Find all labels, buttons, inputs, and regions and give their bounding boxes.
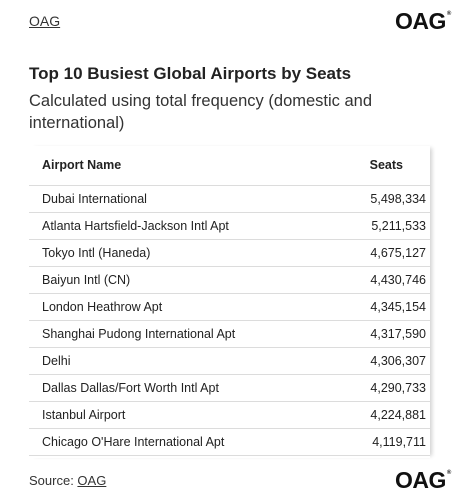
airport-name-cell: London Heathrow Apt xyxy=(42,300,163,314)
airport-name-cell: Atlanta Hartsfield-Jackson Intl Apt xyxy=(42,219,229,233)
seats-cell: 4,675,127 xyxy=(370,246,426,260)
table-body: Dubai International 5,498,334 Atlanta Ha… xyxy=(29,186,430,456)
table-row: Delhi 4,306,307 xyxy=(29,348,430,375)
seats-cell: 4,224,881 xyxy=(370,408,426,422)
source-note: Source: OAG xyxy=(29,473,106,488)
registered-mark: ® xyxy=(446,11,451,17)
table-row: Dallas Dallas/Fort Worth Intl Apt 4,290,… xyxy=(29,375,430,402)
table-row: Dubai International 5,498,334 xyxy=(29,186,430,213)
column-header-seats: Seats xyxy=(369,158,403,172)
table-row: Chicago O'Hare International Apt 4,119,7… xyxy=(29,429,430,456)
chart-subtitle: Calculated using total frequency (domest… xyxy=(29,92,373,132)
seats-cell: 5,211,533 xyxy=(371,219,426,233)
registered-mark-footer: ® xyxy=(446,470,451,476)
table-row: Baiyun Intl (CN) 4,430,746 xyxy=(29,267,430,294)
source-oag-link[interactable]: OAG xyxy=(77,473,107,488)
table-row: Istanbul Airport 4,224,881 xyxy=(29,402,430,429)
airport-name-cell: Dallas Dallas/Fort Worth Intl Apt xyxy=(42,381,219,395)
airport-name-cell: Tokyo Intl (Haneda) xyxy=(42,246,151,260)
seats-cell: 4,290,733 xyxy=(370,381,426,395)
airport-name-cell: Baiyun Intl (CN) xyxy=(42,273,131,287)
column-header-airport-name: Airport Name xyxy=(42,158,122,172)
table-header: Airport Name Seats xyxy=(29,146,430,186)
oag-link[interactable]: OAG xyxy=(29,13,61,29)
table-row: Atlanta Hartsfield-Jackson Intl Apt 5,21… xyxy=(29,213,430,240)
airport-name-cell: Chicago O'Hare International Apt xyxy=(42,435,225,449)
seats-cell: 4,345,154 xyxy=(370,300,426,314)
table-row: Tokyo Intl (Haneda) 4,675,127 xyxy=(29,240,430,267)
seats-cell: 4,317,590 xyxy=(370,327,426,341)
airport-name-cell: Delhi xyxy=(42,354,71,368)
chart-title: Top 10 Busiest Global Airports by Seats xyxy=(29,64,352,83)
table-row: Shanghai Pudong International Apt 4,317,… xyxy=(29,321,430,348)
seats-cell: 4,119,711 xyxy=(372,435,426,449)
seats-cell: 4,306,307 xyxy=(370,354,426,368)
oag-logo-footer-text: OAG xyxy=(395,467,446,493)
table-row: London Heathrow Apt 4,345,154 xyxy=(29,294,430,321)
oag-logo: OAG® xyxy=(395,10,451,33)
oag-logo-footer: OAG® xyxy=(395,469,451,492)
seats-cell: 5,498,334 xyxy=(370,192,426,206)
seats-cell: 4,430,746 xyxy=(370,273,426,287)
oag-logo-text: OAG xyxy=(395,8,446,34)
airport-name-cell: Dubai International xyxy=(42,192,147,206)
airport-table: Airport Name Seats Dubai International 5… xyxy=(29,146,430,458)
airport-name-cell: Istanbul Airport xyxy=(42,408,126,422)
airport-name-cell: Shanghai Pudong International Apt xyxy=(42,327,236,341)
source-prefix: Source: xyxy=(29,473,78,488)
